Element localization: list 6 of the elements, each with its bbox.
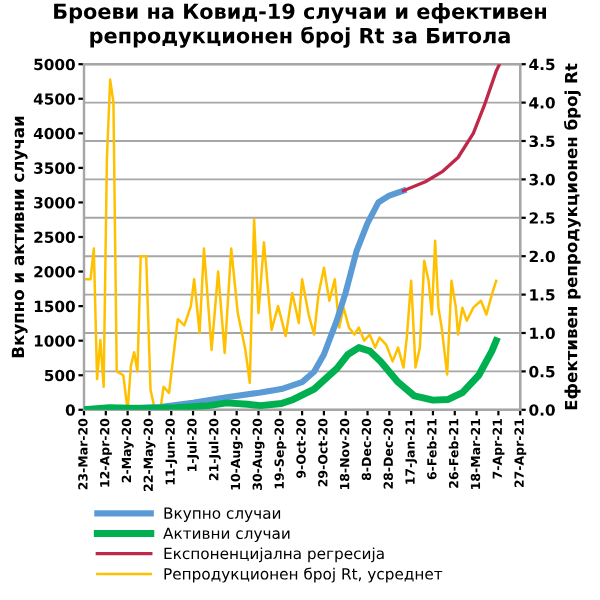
line-series [84, 337, 500, 410]
line-series [84, 78, 498, 410]
y2-axis-title: Ефективен репродукционен број Rt [563, 63, 581, 410]
chart-title: Броеви на Ковид-19 случаи и ефективен репродукционен број Rt за Битола [54, 3, 547, 48]
line-series [401, 64, 502, 193]
y-axis-title: Вкупно и активни случаи [11, 116, 28, 358]
